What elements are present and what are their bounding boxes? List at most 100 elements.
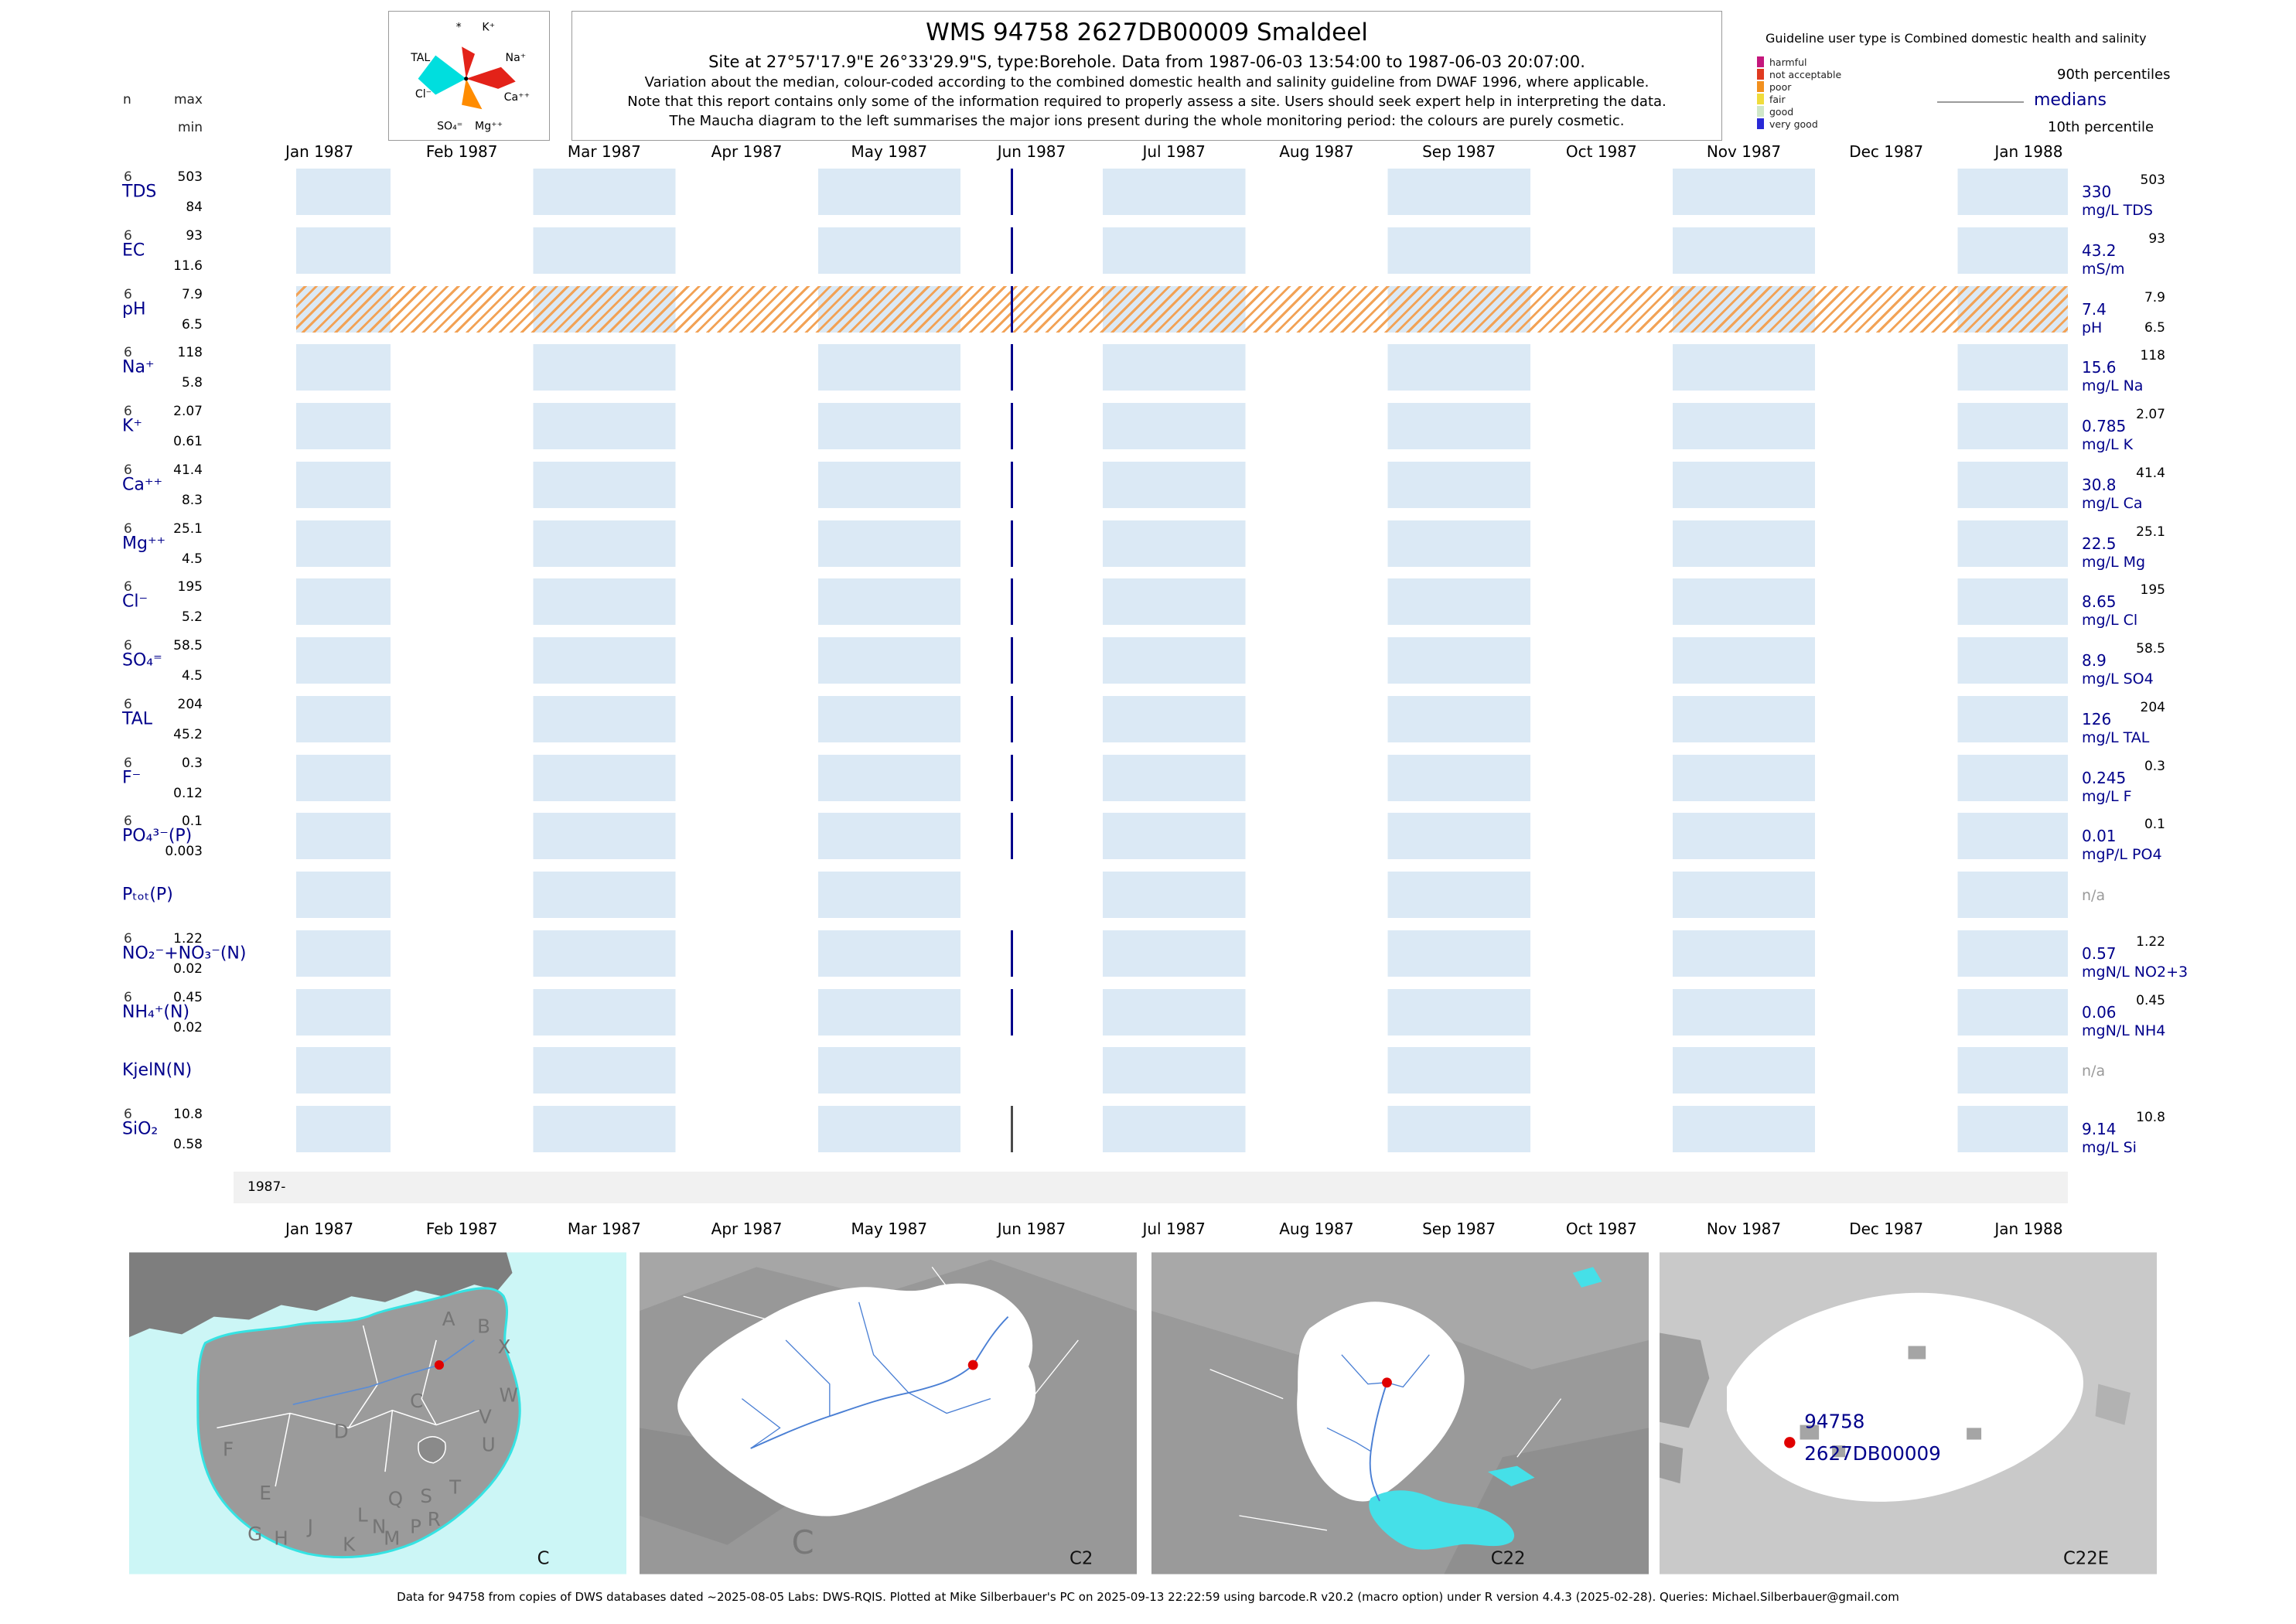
- maucha-label-ca: Ca⁺⁺: [504, 91, 530, 104]
- month-label: Sep 1987: [1422, 1220, 1496, 1238]
- max-value: 41.4: [173, 462, 203, 478]
- median-value: 15.6: [2082, 358, 2117, 377]
- map4-gray-patch-1: [1660, 1332, 1710, 1428]
- timeseries-band: [296, 1106, 2068, 1152]
- p90-value: 503: [2140, 172, 2165, 188]
- timeseries-band: [296, 872, 2068, 918]
- guideline-scale-item: poor: [1757, 80, 1841, 93]
- note-colour-coding: Variation about the median, colour-coded…: [644, 74, 1650, 90]
- sample-count: 6: [124, 1107, 132, 1122]
- median-value: 7.4: [2082, 300, 2107, 319]
- min-value: 45.2: [173, 727, 203, 742]
- drainage-region-letter: F: [223, 1438, 234, 1460]
- map-panel-c22: C22: [1151, 1252, 1649, 1575]
- timeseries-band: [296, 989, 2068, 1035]
- parameter-row: 6 7.9 pH 6.5 7.9 7.4 pH 6.5: [0, 286, 2296, 336]
- panel-label: C22: [1491, 1548, 1526, 1568]
- south-africa-outline: [196, 1287, 521, 1559]
- month-label: Jan 1988: [1994, 142, 2063, 161]
- parameter-row: 6 25.1 Mg⁺⁺ 4.5 25.1 22.5 mg/L Mg: [0, 520, 2296, 571]
- unit-label: pH: [2082, 319, 2103, 336]
- min-value: 6.5: [181, 317, 203, 333]
- map-panel-region-c: C C2: [640, 1252, 1137, 1575]
- parameter-row: 6 2.07 K⁺ 0.61 2.07 0.785 mg/L K: [0, 403, 2296, 453]
- month-label: Sep 1987: [1422, 142, 1496, 161]
- max-value: 58.5: [173, 638, 203, 653]
- sample-count: 6: [124, 756, 132, 771]
- p90-value: 10.8: [2136, 1110, 2165, 1125]
- p10-value: 6.5: [2144, 320, 2165, 336]
- month-label: May 1987: [851, 1220, 928, 1238]
- scale-label: fair: [1769, 93, 1786, 105]
- parameter-row: 6 10.8 SiO₂ 0.58 10.8 9.14 mg/L Si: [0, 1106, 2296, 1156]
- site-info-line: Site at 27°57'17.9"E 26°33'29.9"S, type:…: [708, 53, 1585, 71]
- sample-count: 6: [124, 462, 132, 478]
- timeseries-band: [296, 696, 2068, 742]
- guideline-scale-item: not acceptable: [1757, 68, 1841, 80]
- sample-count: 6: [124, 287, 132, 302]
- note-expert-help: Note that this report contains only some…: [627, 94, 1667, 110]
- map2-darker-region: [640, 1428, 815, 1545]
- parameter-name: F⁻: [122, 768, 142, 788]
- drainage-region-letter: K: [343, 1533, 356, 1555]
- month-label: Jan 1987: [285, 142, 354, 161]
- max-value: 25.1: [173, 521, 203, 537]
- parameter-name: NH₄⁺(N): [122, 1002, 190, 1022]
- median-value: 330: [2082, 183, 2112, 201]
- medians-legend-label: medians: [2034, 90, 2107, 110]
- maucha-label-na: Na⁺: [506, 52, 527, 64]
- year-tick-label: 1987-: [247, 1179, 286, 1195]
- min-value: 5.8: [181, 375, 203, 391]
- scale-label: very good: [1769, 118, 1818, 130]
- drainage-region-letter: N: [372, 1516, 386, 1538]
- parameter-row: 6 58.5 SO₄⁼ 4.5 58.5 8.9 mg/L SO4: [0, 637, 2296, 687]
- max-value: 10.8: [173, 1107, 203, 1122]
- maucha-label-cl: Cl⁻: [415, 88, 432, 101]
- timeseries-band: [296, 227, 2068, 274]
- timeseries-band: [296, 403, 2068, 449]
- scale-label: harmful: [1769, 56, 1807, 68]
- sample-count: 6: [124, 521, 132, 537]
- parameter-name: KjelN(N): [122, 1060, 193, 1080]
- month-label: Dec 1987: [1849, 142, 1924, 161]
- drainage-region-letter: R: [428, 1508, 441, 1530]
- p90-value: 0.45: [2136, 993, 2165, 1008]
- median-value: 0.785: [2082, 417, 2127, 435]
- scale-color-chip: [1757, 56, 1764, 67]
- sample-count: 6: [124, 404, 132, 419]
- small-lake: [1487, 1465, 1535, 1487]
- unit-label: mg/L Ca: [2082, 495, 2143, 512]
- median-value: 126: [2082, 710, 2112, 728]
- sample-count: 6: [124, 814, 132, 829]
- guideline-scale-item: very good: [1757, 118, 1841, 130]
- sample-event-line: [1011, 813, 1013, 859]
- sample-event-line: [1011, 227, 1013, 274]
- report-title: WMS 94758 2627DB00009 Smaldeel: [926, 19, 1368, 46]
- scale-color-chip: [1757, 81, 1764, 92]
- maucha-label-star: *: [456, 22, 462, 34]
- month-label: Jul 1987: [1142, 142, 1206, 161]
- drainage-region-letter: H: [274, 1527, 288, 1550]
- month-label: Jun 1987: [997, 1220, 1066, 1238]
- scale-color-chip: [1757, 94, 1764, 104]
- month-label: Nov 1987: [1706, 1220, 1782, 1238]
- unit-label: mg/L Cl: [2082, 612, 2138, 629]
- parameter-row: Pₜₒₜ(P) n/a: [0, 872, 2296, 918]
- p90-value: 0.1: [2144, 817, 2165, 832]
- min-column-header: min: [177, 120, 203, 135]
- region-c-map: C C2: [640, 1252, 1137, 1575]
- map4-gray-patch-2: [1660, 1442, 1684, 1484]
- tributaries: [741, 1302, 991, 1449]
- timeseries-band: [296, 520, 2068, 567]
- p90-value: 25.1: [2136, 524, 2165, 540]
- guideline-scale-item: good: [1757, 105, 1841, 118]
- region-boundaries: [217, 1409, 481, 1429]
- river-lines: [292, 1339, 475, 1405]
- parameter-name: SiO₂: [122, 1119, 159, 1139]
- timeseries-band: [296, 755, 2068, 801]
- c22-map: C22: [1151, 1252, 1649, 1575]
- parameter-name: Mg⁺⁺: [122, 534, 166, 554]
- map2-lighter-region: [640, 1252, 1137, 1312]
- sample-event-line: [1011, 344, 1013, 391]
